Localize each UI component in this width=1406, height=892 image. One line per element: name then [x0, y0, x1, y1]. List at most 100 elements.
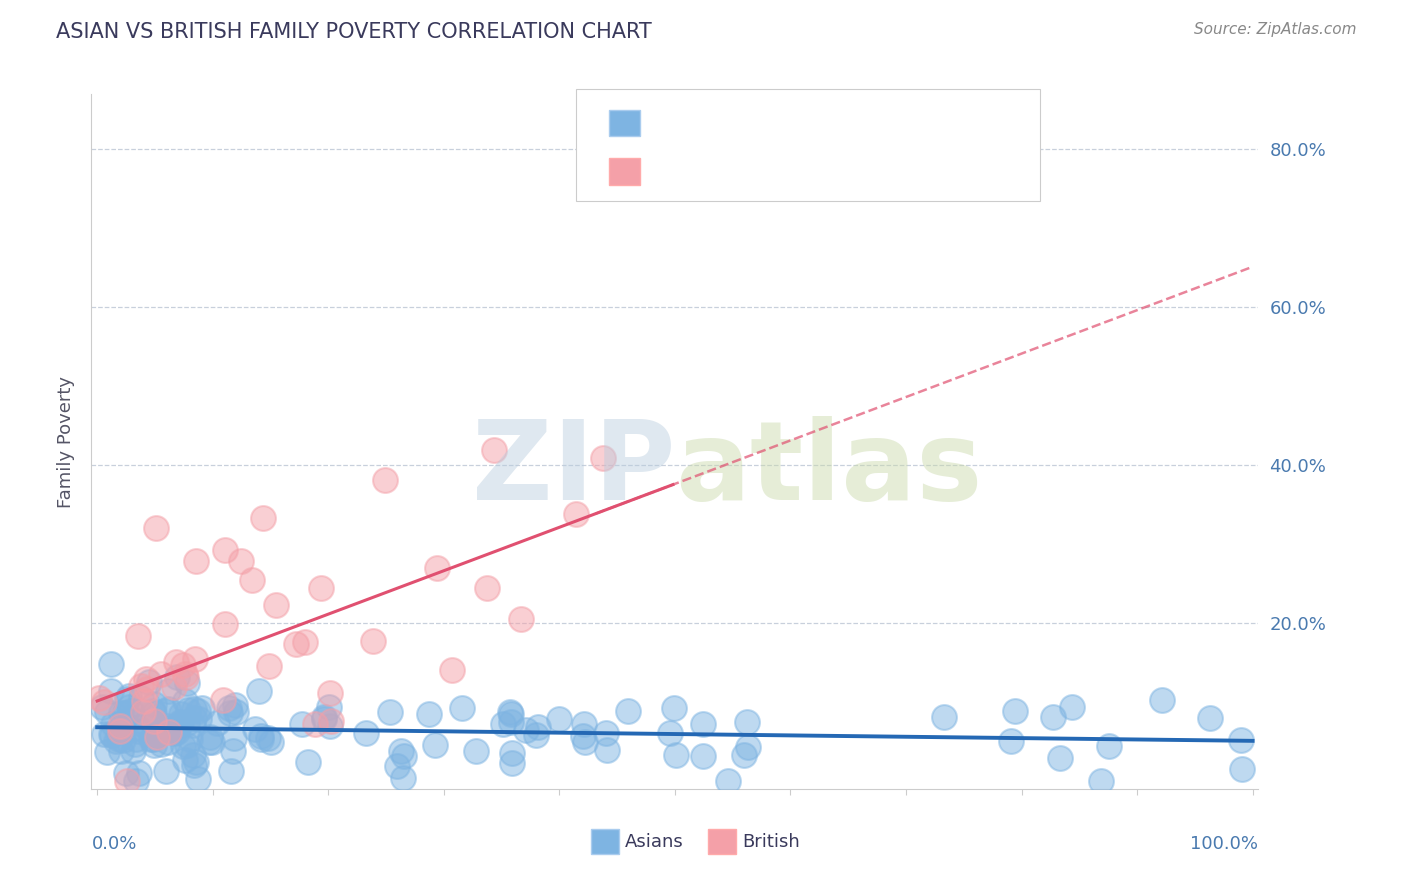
Point [166, 719, 188, 733]
Point [451, 701, 474, 715]
Point [572, 729, 595, 743]
Point [103, 716, 125, 731]
Point [183, 758, 205, 772]
Point [294, 635, 316, 649]
Point [125, 732, 148, 747]
Point [132, 705, 155, 719]
Point [166, 724, 188, 739]
Point [105, 733, 128, 747]
Point [218, 701, 240, 715]
Point [291, 717, 314, 731]
Text: 0.0%: 0.0% [91, 835, 136, 853]
Point [385, 758, 408, 772]
Point [128, 766, 150, 780]
Point [93, 727, 115, 741]
Point [361, 634, 384, 648]
Point [120, 711, 142, 725]
Point [172, 657, 194, 672]
Point [617, 704, 640, 718]
Point [96, 705, 118, 719]
Point [155, 764, 177, 778]
Text: N =: N = [792, 161, 834, 181]
Point [524, 728, 547, 742]
Point [475, 581, 498, 595]
Point [108, 719, 131, 733]
Point [201, 735, 224, 749]
Point [100, 727, 122, 741]
Point [482, 443, 505, 458]
Point [142, 714, 165, 728]
Point [465, 744, 488, 758]
Point [318, 700, 340, 714]
Text: 0.303: 0.303 [699, 161, 758, 181]
Point [115, 773, 138, 788]
Point [309, 581, 332, 595]
Point [163, 725, 186, 739]
Point [184, 554, 207, 568]
Point [260, 734, 283, 748]
Y-axis label: Family Poverty: Family Poverty [58, 376, 76, 508]
Point [165, 655, 187, 669]
Point [212, 693, 235, 707]
Point [205, 715, 228, 730]
Point [219, 764, 242, 778]
Point [498, 706, 520, 720]
Point [174, 694, 197, 708]
Point [170, 715, 193, 730]
Point [115, 766, 138, 780]
Point [1097, 739, 1119, 753]
Point [1230, 763, 1253, 777]
Point [174, 670, 197, 684]
Point [179, 732, 201, 747]
Point [389, 744, 412, 758]
Point [141, 731, 163, 746]
Point [219, 706, 242, 720]
Bar [707, 830, 735, 854]
Point [131, 691, 153, 706]
Point [222, 744, 245, 758]
Point [135, 672, 157, 686]
Point [501, 756, 523, 770]
Point [173, 666, 195, 681]
Point [111, 715, 134, 730]
Point [155, 719, 177, 733]
Point [184, 755, 207, 769]
Point [112, 733, 135, 747]
Point [247, 684, 270, 698]
Point [132, 718, 155, 732]
Point [426, 561, 449, 575]
Point [592, 451, 614, 466]
Point [121, 743, 143, 757]
Point [174, 753, 197, 767]
Point [117, 700, 139, 714]
Point [115, 692, 138, 706]
Point [153, 705, 176, 719]
Point [284, 637, 307, 651]
Point [146, 728, 169, 742]
Point [108, 724, 131, 739]
Point [692, 749, 714, 764]
Point [374, 473, 396, 487]
Point [101, 728, 124, 742]
Point [737, 739, 759, 754]
Point [157, 701, 180, 715]
Point [252, 510, 274, 524]
Point [319, 714, 342, 729]
Point [89, 691, 111, 706]
Point [127, 721, 149, 735]
Point [418, 706, 440, 721]
Point [492, 717, 515, 731]
Point [1230, 733, 1253, 747]
Text: Source: ZipAtlas.com: Source: ZipAtlas.com [1194, 22, 1357, 37]
Point [1150, 693, 1173, 707]
Point [214, 617, 236, 632]
Text: 46: 46 [837, 161, 869, 181]
Point [249, 730, 271, 744]
Text: -0.291: -0.291 [699, 113, 765, 133]
Point [108, 732, 131, 747]
Text: Asians: Asians [624, 832, 683, 851]
Point [150, 667, 173, 681]
Point [224, 698, 246, 712]
Point [243, 722, 266, 736]
Point [143, 715, 166, 730]
